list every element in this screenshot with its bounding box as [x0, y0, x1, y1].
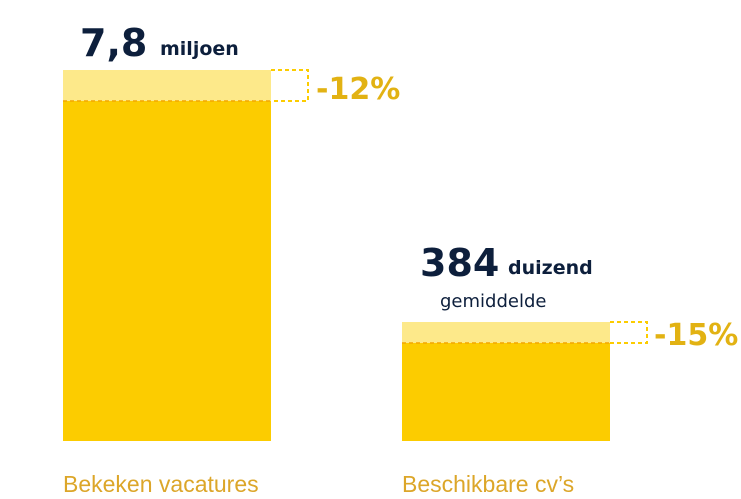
unit: miljoen [160, 38, 239, 60]
bar-group: 384 duizend gemiddelde -15% Beschikbare … [402, 241, 738, 497]
note: gemiddelde [440, 291, 546, 312]
value: 384 [420, 241, 499, 285]
unit: duizend [508, 257, 593, 279]
category-label: Beschikbare cv’s [402, 471, 574, 497]
bar-group: 7,8 miljoen -12% Bekeken vacatures [63, 21, 400, 497]
bar [63, 101, 271, 441]
value: 7,8 [80, 21, 147, 65]
bar-decrease [402, 322, 610, 343]
bar [402, 343, 610, 441]
dash-box [271, 69, 309, 102]
change: -12% [316, 72, 400, 107]
change: -15% [654, 318, 738, 353]
dash-box [610, 321, 648, 344]
category-label: Bekeken vacatures [63, 471, 259, 497]
bar-decrease [63, 70, 271, 101]
